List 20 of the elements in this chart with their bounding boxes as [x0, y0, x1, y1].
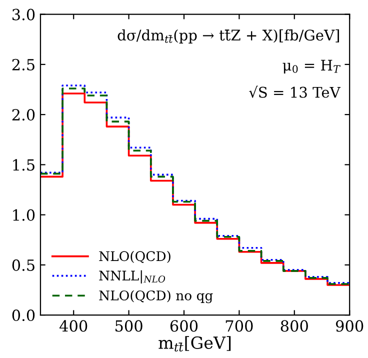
- y-tick-label: 0.5: [12, 259, 34, 271]
- x-tick-label: 600: [170, 320, 198, 332]
- legend-label: NLO(QCD): [99, 250, 170, 264]
- x-axis-title: m$_{tt̄}$[GeV]: [158, 336, 231, 352]
- legend-label: NNLL|$_{NLO}$: [99, 270, 166, 284]
- x-tick-label: 500: [116, 320, 142, 332]
- y-tick-label: 0.0: [12, 310, 35, 322]
- y-tick-label: 3.0: [12, 8, 35, 20]
- annotation: dσ/dm$_{tt̄}$(pp → tt̄Z + X)[fb/GeV]: [118, 29, 339, 44]
- y-tick-label: 2.5: [12, 58, 34, 70]
- x-tick-label: 800: [280, 320, 308, 332]
- annotation: √S = 13 TeV: [249, 86, 341, 98]
- annotation: μ$_{0}$ = H$_{T}$: [282, 60, 341, 74]
- y-tick-label: 1.5: [13, 159, 34, 171]
- x-tick-label: 900: [336, 320, 364, 332]
- y-tick-label: 2.0: [12, 109, 35, 121]
- x-tick-label: 700: [226, 320, 253, 332]
- x-tick-label: 400: [59, 320, 88, 332]
- y-tick-label: 1.0: [13, 209, 35, 221]
- legend-label: NLO(QCD) no qg: [99, 290, 213, 304]
